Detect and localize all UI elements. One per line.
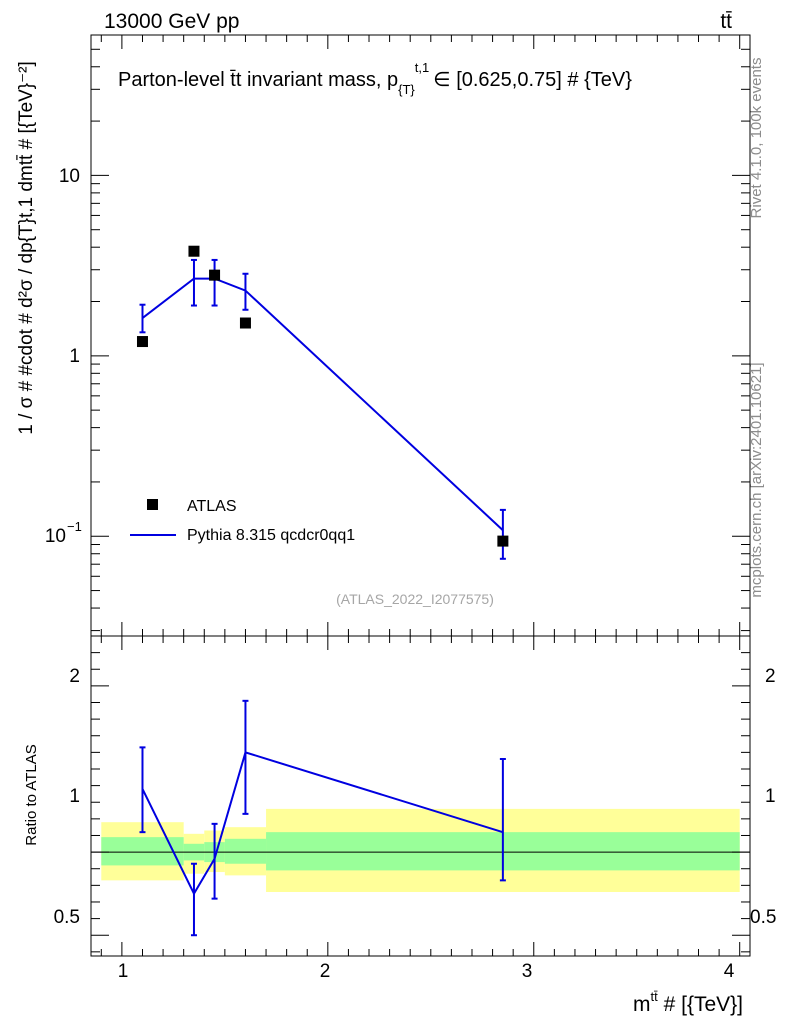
ratio-y-tick-label-1-right: 1 [765, 786, 776, 807]
plot-title-tail: ∈ [0.625,0.75] # {TeV} [433, 69, 632, 91]
y-tick-label-0.1-exp: −1 [67, 519, 82, 534]
ratio-error-bars [139, 699, 506, 937]
main-plot-frame [90, 34, 751, 637]
y-tick-label-1: 1 [69, 346, 80, 367]
process-label: tt̄ [720, 10, 732, 33]
y-tick-label-10: 10 [59, 166, 80, 187]
ratio-axis-ticks [91, 636, 750, 956]
mc-series-line [141, 277, 504, 531]
main-axis-ticks [91, 34, 750, 636]
data-point [497, 535, 509, 547]
ratio-y-tick-label-0.5-left: 0.5 [54, 907, 80, 928]
y-tick-label-0.1-base: 10 [45, 526, 66, 547]
data-point [209, 269, 221, 281]
x-axis-title: mtt̄ # [{TeV}] [633, 989, 743, 1016]
ratio-inner-band [101, 837, 184, 866]
x-axis-title-main: m [633, 993, 651, 1016]
ratio-plot-frame [90, 635, 751, 957]
rivet-version-label: Rivet 4.1.0, 100k events [748, 58, 765, 219]
x-tick-label-4: 4 [724, 961, 735, 982]
ratio-y-tick-label-2-right: 2 [765, 666, 776, 687]
main-panel: Parton-level t̄t invariant mass, p{T}t,1… [16, 34, 751, 637]
plot-title: Parton-level t̄t invariant mass, p{T}t,1… [118, 60, 632, 97]
plot-title-sup: t,1 [415, 60, 429, 75]
data-point [136, 336, 148, 348]
x-tick-label-3: 3 [522, 961, 533, 982]
mcplots-label: mcplots.cern.ch [arXiv:2401.10621] [748, 362, 765, 597]
legend-marker-data [147, 499, 158, 510]
ratio-y-axis-title: Ratio to ATLAS [23, 744, 40, 845]
x-tick-label-2: 2 [320, 961, 331, 982]
legend-label-mc: Pythia 8.315 qcdcr0qq1 [187, 527, 355, 544]
ratio-uncertainty-bands [101, 808, 740, 892]
legend-label-data: ATLAS [187, 498, 237, 515]
ratio-panel: Ratio to ATLAS 0.5 1 2 0.5 1 2 1 2 3 4 m… [23, 635, 776, 1016]
analysis-watermark: (ATLAS_2022_I2077575) [336, 591, 494, 607]
y-tick-label-0.1: 10 [45, 526, 66, 547]
data-point [239, 317, 251, 329]
data-point [188, 245, 200, 257]
plot-title-sub: {T} [398, 82, 415, 97]
data-markers [136, 245, 509, 547]
plot-title-main: Parton-level t̄t invariant mass, p [118, 69, 398, 91]
energy-label: 13000 GeV pp [104, 10, 239, 33]
ratio-inner-band [224, 838, 267, 864]
mc-error-bars [139, 258, 506, 560]
ratio-y-tick-label-2-left: 2 [69, 666, 80, 687]
x-tick-label-1: 1 [118, 961, 129, 982]
ratio-y-tick-label-0.5-right: 0.5 [750, 907, 776, 928]
x-axis-title-tail: # [{TeV}] [658, 993, 743, 1016]
ratio-y-tick-label-1-left: 1 [69, 786, 80, 807]
main-y-axis-title: 1 / σ # #cdot # d²σ / dp{T}t,1 dmtt̄ # [… [16, 61, 37, 435]
x-axis-title-sup: tt̄ [651, 989, 659, 1004]
